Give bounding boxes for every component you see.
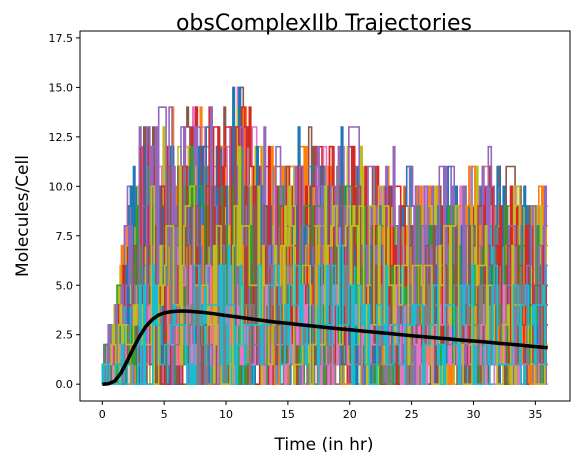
y-tick-label: 2.5 [56,329,74,342]
y-tick-label: 17.5 [49,32,74,45]
x-axis: 0 5 10 15 20 25 30 35 [99,401,542,421]
trajectory-line [101,244,548,385]
x-tick-label: 25 [405,408,419,421]
y-tick-label: 12.5 [49,131,74,144]
x-tick-label: 0 [99,408,106,421]
x-tick-label: 30 [466,408,480,421]
y-tick-label: 5.0 [56,279,74,292]
y-axis: 0.0 2.5 5.0 7.5 10.0 12.5 15.0 17.5 [49,32,80,391]
x-tick-label: 10 [219,408,233,421]
x-axis-label: Time (in hr) [274,435,374,455]
mean-layer [102,309,548,386]
y-tick-label: 10.0 [49,180,74,193]
trajectory-layer [101,86,548,385]
mean-line [102,309,548,386]
y-tick-label: 0.0 [56,378,74,391]
x-tick-label: 5 [161,408,168,421]
y-tick-label: 7.5 [56,230,74,243]
chart-title: obsComplexIIb Trajectories [176,11,472,36]
x-tick-label: 15 [281,408,295,421]
x-tick-label: 20 [343,408,357,421]
x-tick-label: 35 [528,408,542,421]
plot-frame [79,30,571,402]
y-tick-label: 15.0 [49,81,74,94]
y-axis-label: Molecules/Cell [13,155,33,277]
